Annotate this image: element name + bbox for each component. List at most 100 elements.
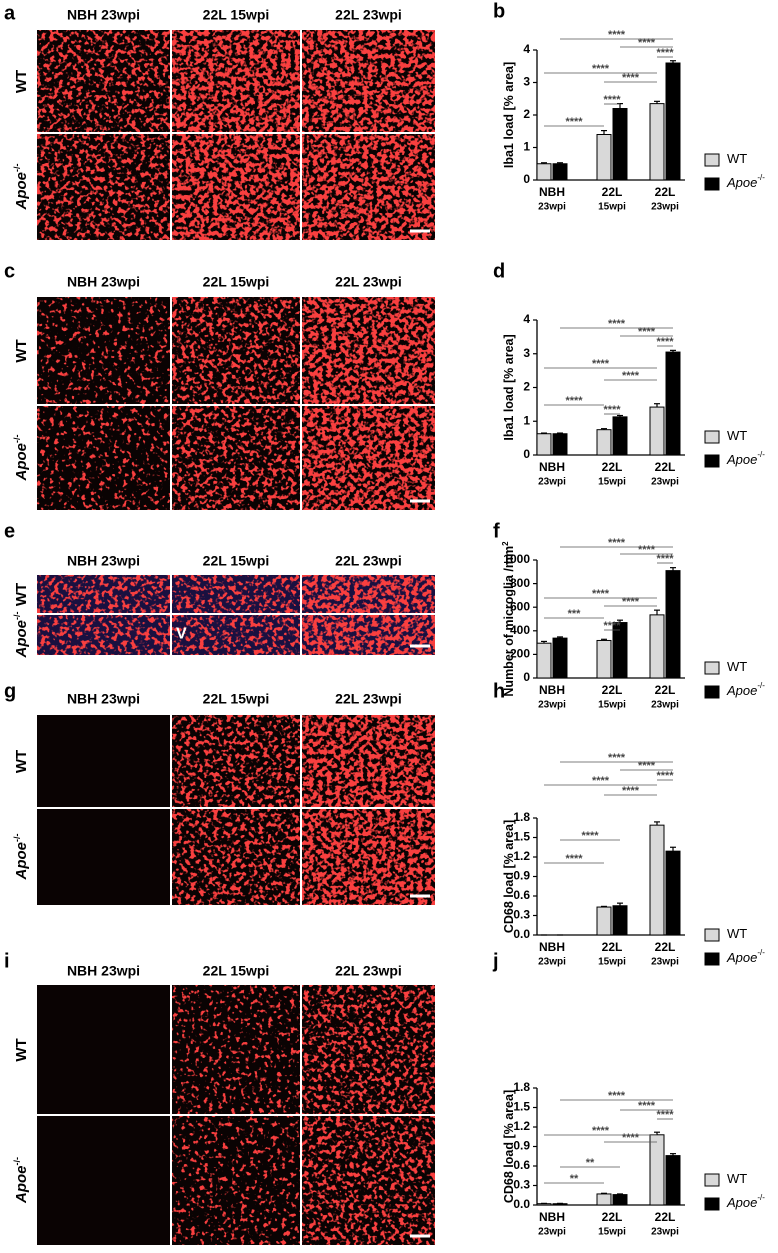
x-tick-sublabel: 23wpi — [538, 1227, 566, 1238]
x-tick-label: 22L — [602, 185, 623, 199]
micrograph-staining — [172, 1116, 300, 1245]
y-axis-label-text: CD68 load [% area] — [502, 820, 516, 933]
column-header: 22L 15wpi — [203, 7, 270, 23]
x-tick-label: 22L — [602, 460, 623, 474]
significance-label: **** — [592, 63, 610, 75]
micrograph-staining — [302, 406, 435, 510]
panel-letter: h — [493, 680, 505, 702]
y-tick-label: 1.8 — [513, 1080, 530, 1094]
micrograph — [37, 715, 170, 807]
y-axis-label: Number of microglia /mm2 — [501, 541, 516, 697]
column-header: 22L 23wpi — [335, 274, 402, 290]
x-tick-sublabel: 23wpi — [651, 477, 679, 488]
y-tick-label: 1.5 — [513, 1100, 530, 1114]
bar — [649, 406, 665, 456]
legend-label-superscript: -/- — [757, 1193, 765, 1202]
y-tick-label: 0 — [523, 670, 530, 684]
y-tick-label: 400 — [510, 623, 530, 637]
row-label: Apoe-/- — [12, 834, 30, 881]
y-axis-label-text: Number of microglia /mm — [502, 546, 516, 697]
row-label: Apoe-/- — [12, 1157, 30, 1204]
row-label: Apoe-/- — [12, 435, 30, 482]
micrograph-staining — [172, 297, 300, 404]
x-tick-label: 22L — [655, 1210, 676, 1224]
y-axis-label: CD68 load [% area] — [502, 1090, 516, 1203]
micrograph-staining — [302, 297, 435, 404]
significance-label: *** — [568, 608, 582, 620]
legend-swatch — [704, 1173, 720, 1187]
bar — [596, 906, 612, 936]
significance-label: **** — [656, 1109, 674, 1121]
row-label-text: WT — [13, 70, 30, 93]
row-label: WT — [13, 750, 30, 773]
bar — [552, 1203, 568, 1206]
x-tick-sublabel: 23wpi — [651, 957, 679, 968]
bar — [649, 614, 665, 679]
legend-swatch — [704, 928, 720, 942]
column-header: NBH 23wpi — [67, 553, 140, 569]
legend-swatch — [704, 685, 720, 699]
bar — [665, 1155, 681, 1206]
y-tick-label: 0.0 — [513, 1197, 530, 1211]
significance-label: **** — [608, 29, 626, 41]
legend-label: WT — [727, 926, 747, 941]
bar — [612, 622, 628, 679]
y-tick-label: 1000 — [503, 552, 530, 566]
y-tick-label: 3 — [523, 75, 530, 89]
y-tick-label: 600 — [510, 599, 530, 613]
column-header: 22L 23wpi — [335, 7, 402, 23]
x-tick-label: 22L — [655, 940, 676, 954]
legend-label-superscript: -/- — [757, 681, 765, 690]
panel-letter: b — [493, 0, 505, 22]
bar — [552, 433, 568, 456]
y-tick-label: 200 — [510, 647, 530, 661]
row-label: WT — [13, 70, 30, 93]
legend-swatch — [704, 952, 720, 966]
micrograph-staining — [302, 715, 435, 807]
significance-label: **** — [592, 775, 610, 787]
x-tick-sublabel: 15wpi — [598, 700, 626, 711]
y-tick-label: 0.9 — [513, 1139, 530, 1153]
bar — [665, 351, 681, 456]
significance-label: **** — [603, 404, 621, 416]
y-axis-label-text: Iba1 load [% area] — [502, 334, 516, 440]
legend-label: WT — [727, 659, 747, 674]
x-tick-label: 22L — [655, 460, 676, 474]
significance-label: **** — [608, 537, 626, 549]
row-label: Apoe-/- — [12, 164, 30, 211]
x-tick-label: NBH — [539, 185, 565, 199]
micrograph-staining — [37, 30, 170, 132]
panel-letter: a — [4, 2, 16, 24]
significance-label: **** — [656, 336, 674, 348]
micrograph-staining — [172, 406, 300, 510]
row-label-text: Apoe — [13, 620, 30, 659]
significance-label: **** — [622, 1132, 640, 1144]
y-tick-label: 1.5 — [513, 830, 530, 844]
column-header: 22L 23wpi — [335, 963, 402, 979]
significance-label: **** — [638, 326, 656, 338]
legend-label: Apoe-/- — [726, 948, 765, 965]
y-tick-label: 0.3 — [513, 908, 530, 922]
bar — [552, 637, 568, 679]
significance-label: **** — [638, 544, 656, 556]
row-label-superscript: -/- — [12, 435, 22, 444]
bar — [536, 163, 552, 181]
row-label: WT — [13, 339, 30, 362]
bar — [649, 824, 665, 936]
micrograph-staining — [172, 615, 300, 655]
micrograph — [37, 985, 170, 1114]
bar — [665, 570, 681, 679]
micrograph-staining — [172, 715, 300, 807]
bar — [596, 639, 612, 679]
panel-letter: d — [493, 260, 505, 282]
row-label-superscript: -/- — [12, 612, 22, 621]
y-tick-label: 0 — [523, 172, 530, 186]
x-tick-label: 22L — [602, 683, 623, 697]
significance-label: **** — [622, 596, 640, 608]
significance-label: ** — [570, 1173, 579, 1185]
significance-label: **** — [656, 47, 674, 59]
micrograph-staining — [172, 575, 300, 613]
legend-label: Apoe-/- — [726, 1193, 765, 1210]
legend-label: Apoe-/- — [726, 173, 765, 190]
significance-label: **** — [638, 37, 656, 49]
